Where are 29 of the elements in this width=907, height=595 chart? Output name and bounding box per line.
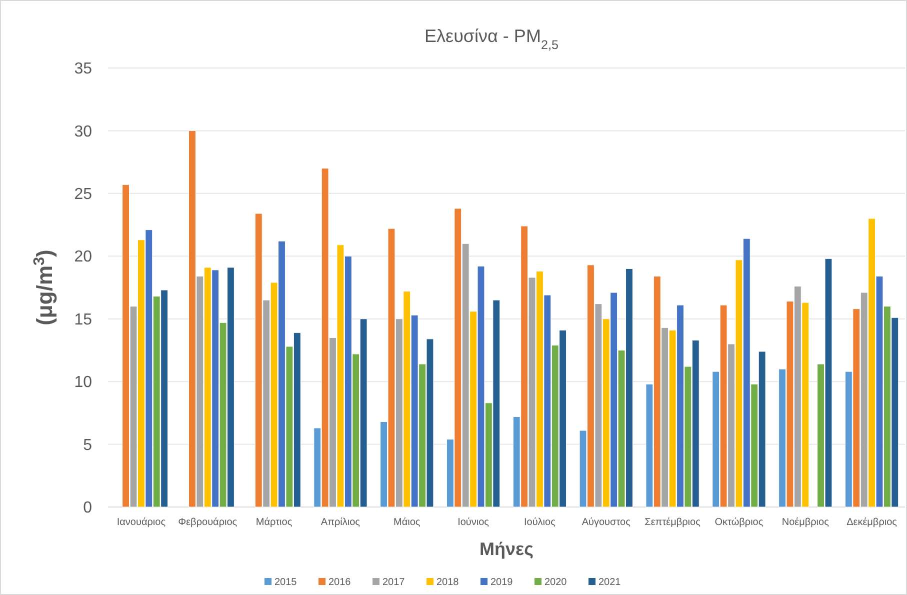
x-tick-label: Ιούνιος: [458, 517, 490, 528]
x-tick-label: Αύγουστος: [582, 517, 631, 528]
x-axis-title: Μήνες: [480, 539, 534, 559]
x-tick-label: Φεβρουάριος: [178, 517, 238, 528]
legend-label: 2020: [544, 577, 568, 588]
x-tick-label: Ιούλιος: [524, 517, 556, 528]
legend-label: 2019: [490, 577, 514, 588]
x-tick-label: Οκτώβριος: [714, 517, 764, 528]
legend-label: 2021: [598, 577, 622, 588]
y-tick-label: 30: [74, 123, 92, 140]
x-tick-label: Σεπτέμβριος: [644, 517, 701, 528]
legend-label: 2018: [436, 577, 460, 588]
x-tick-label: Ιανουάριος: [116, 517, 166, 528]
x-tick-label: Μάιος: [394, 517, 420, 528]
y-tick-label: 35: [74, 60, 92, 78]
chart-title: Ελευσίνα - PM$_{2,5}$: [424, 26, 558, 52]
x-tick-label: Νοέμβριος: [782, 517, 830, 528]
legend-label: 2017: [382, 577, 406, 588]
y-tick-label: 10: [74, 374, 92, 392]
y-tick-label: 25: [74, 186, 92, 204]
x-tick-label: Μάρτιος: [256, 517, 292, 528]
legend-label: 2016: [328, 577, 352, 588]
legend-label: 2015: [274, 577, 298, 588]
y-tick-label: 20: [74, 248, 92, 266]
y-tick-label: 15: [74, 311, 92, 328]
y-tick-label: 0: [83, 500, 92, 517]
x-tick-label: Δεκέμβριος: [846, 517, 898, 528]
y-tick-label: 5: [83, 436, 92, 454]
x-tick-label: Απρίλιος: [320, 517, 360, 528]
